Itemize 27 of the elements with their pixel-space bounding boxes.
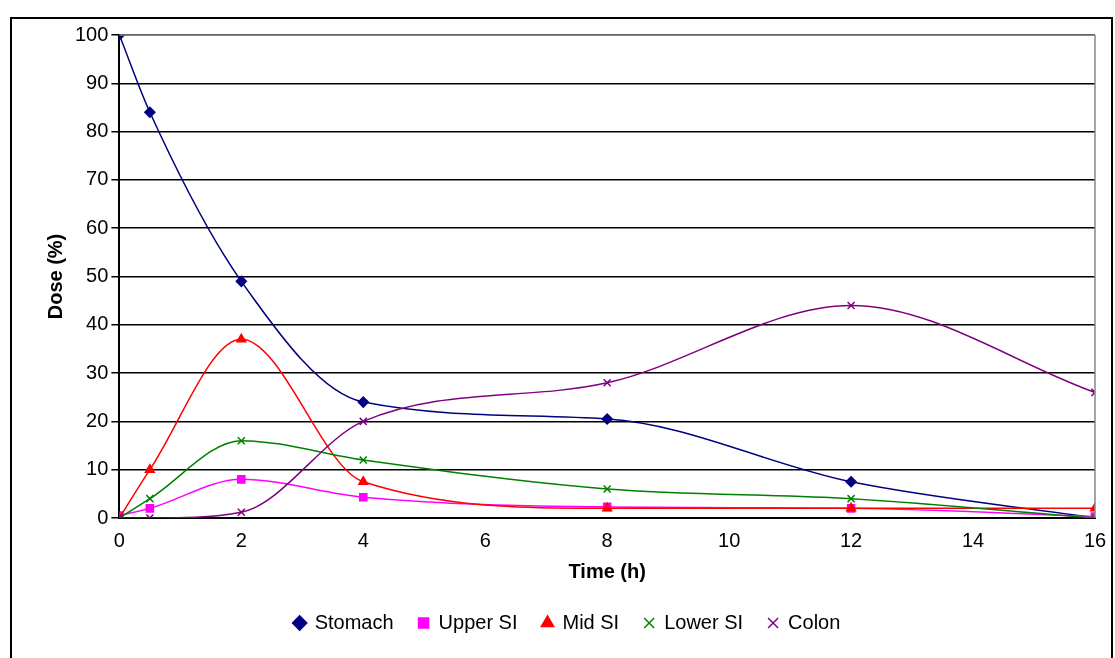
legend-label: Colon bbox=[788, 610, 841, 633]
x-tick-label: 14 bbox=[961, 528, 985, 551]
y-tick-label: 90 bbox=[86, 70, 109, 93]
x-tick-label: 4 bbox=[357, 528, 369, 551]
x-tick-label: 6 bbox=[479, 528, 491, 551]
x-axis-title: Time (h) bbox=[568, 559, 646, 582]
y-tick-label: 10 bbox=[86, 457, 109, 480]
x-tick-label: 0 bbox=[113, 528, 125, 551]
x-tick-label: 12 bbox=[839, 528, 863, 551]
legend-label: Lower SI bbox=[664, 610, 744, 633]
legend-label: Upper SI bbox=[438, 610, 518, 633]
x-tick-label: 2 bbox=[235, 528, 247, 551]
y-tick-label: 50 bbox=[86, 264, 109, 287]
y-tick-label: 40 bbox=[86, 312, 109, 335]
legend-label: Mid SI bbox=[562, 610, 620, 633]
y-tick-label: 30 bbox=[86, 360, 109, 383]
x-tick-label: 16 bbox=[1083, 528, 1107, 551]
x-tick-label: 10 bbox=[718, 528, 741, 551]
y-tick-label: 100 bbox=[74, 22, 109, 45]
y-tick-label: 20 bbox=[86, 408, 109, 431]
x-tick-label: 8 bbox=[601, 528, 613, 551]
legend-label: Stomach bbox=[314, 610, 394, 633]
y-tick-label: 0 bbox=[97, 505, 109, 528]
y-tick-label: 60 bbox=[86, 215, 109, 238]
y-tick-label: 80 bbox=[86, 119, 109, 142]
y-axis-title: Dose (%) bbox=[43, 233, 66, 320]
y-tick-label: 70 bbox=[86, 167, 109, 190]
